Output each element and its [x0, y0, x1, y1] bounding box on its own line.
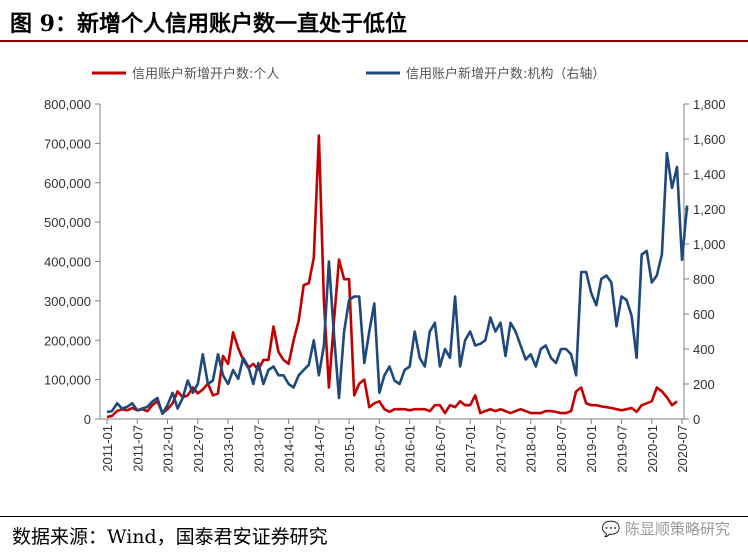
- x-tick-label: 2013-07: [251, 425, 266, 473]
- legend-label: 信用账户新增开户数:个人: [132, 66, 279, 82]
- right-tick-label: 800: [693, 272, 715, 287]
- x-tick-label: 2014-01: [282, 425, 297, 473]
- figure-title: 图 9：新增个人信用账户数一直处于低位: [10, 11, 407, 37]
- x-tick-label: 2011-07: [130, 425, 145, 472]
- x-tick-label: 2020-07: [675, 425, 690, 473]
- watermark: 💬 陈显顺策略研究: [602, 518, 730, 539]
- x-tick-label: 2017-07: [493, 425, 508, 473]
- right-tick-label: 0: [693, 412, 700, 427]
- x-tick-label: 2019-01: [584, 425, 599, 473]
- x-tick-label: 2019-07: [615, 425, 630, 473]
- right-tick-label: 1,400: [693, 167, 726, 182]
- right-tick-label: 400: [693, 342, 715, 357]
- series-line-institution: [106, 151, 689, 416]
- left-tick-label: 800,000: [44, 97, 91, 112]
- legend-label: 信用账户新增开户数:机构（右轴）: [406, 66, 605, 82]
- source-note: 数据来源：Wind，国泰君安证券研究: [12, 526, 328, 548]
- x-tick-label: 2015-01: [342, 425, 357, 473]
- left-tick-label: 0: [84, 412, 91, 427]
- x-tick-label: 2012-01: [161, 425, 176, 473]
- right-tick-label: 200: [693, 377, 715, 392]
- x-tick-label: 2016-07: [433, 425, 448, 473]
- x-tick-label: 2015-07: [372, 425, 387, 473]
- right-tick-label: 1,800: [693, 97, 726, 112]
- right-tick-label: 600: [693, 307, 715, 322]
- x-tick-label: 2016-01: [403, 425, 418, 473]
- line-chart: 信用账户新增开户数:个人 信用账户新增开户数:机构（右轴） 0 100,000 200,…: [44, 66, 726, 473]
- left-tick-label: 500,000: [44, 215, 91, 230]
- x-tick-label: 2014-07: [312, 425, 327, 473]
- source-rule: [0, 516, 748, 517]
- x-tick-label: 2013-01: [221, 425, 236, 473]
- right-tick-label: 1,000: [693, 237, 726, 252]
- watermark-text: 陈显顺策略研究: [624, 520, 730, 538]
- wechat-icon: 💬: [601, 520, 621, 538]
- x-tick-label: 2011-01: [100, 425, 115, 472]
- left-tick-label: 300,000: [44, 294, 91, 309]
- x-tick-label: 2012-07: [191, 425, 206, 473]
- left-tick-label: 100,000: [44, 373, 91, 388]
- x-tick-label: 2018-01: [524, 425, 539, 473]
- right-tick-label: 1,200: [693, 202, 726, 217]
- title-rule: [0, 40, 748, 42]
- x-tick-label: 2018-07: [554, 425, 569, 473]
- left-tick-label: 400,000: [44, 255, 91, 270]
- left-tick-label: 600,000: [44, 176, 91, 191]
- x-tick-label: 2020-01: [645, 425, 660, 473]
- right-tick-label: 1,600: [693, 132, 726, 147]
- left-tick-label: 700,000: [44, 136, 91, 151]
- left-tick-label: 200,000: [44, 333, 91, 348]
- x-tick-label: 2017-01: [463, 425, 478, 473]
- series-line-individual: [106, 134, 678, 419]
